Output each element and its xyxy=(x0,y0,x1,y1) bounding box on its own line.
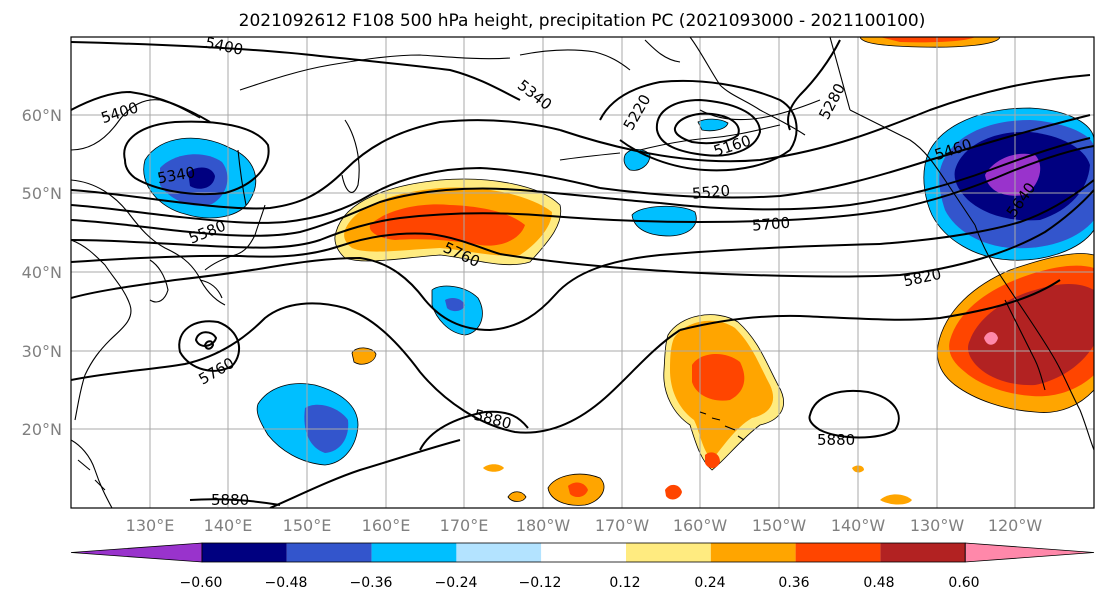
lat-label: 60°N xyxy=(22,106,62,125)
colorbar-tick-label: 0.24 xyxy=(694,575,725,591)
lat-label: 20°N xyxy=(22,420,62,439)
contour-label: 5700 xyxy=(751,214,791,235)
lon-label: 150°E xyxy=(283,516,332,535)
colorbar-cell xyxy=(202,543,287,562)
lon-label: 120°W xyxy=(988,516,1043,535)
lon-label: 150°W xyxy=(752,516,807,535)
colorbar-tick-label: −0.12 xyxy=(519,575,562,591)
lon-label: 160°W xyxy=(673,516,728,535)
colorbar-tick-label: −0.48 xyxy=(265,575,308,591)
colorbar-cell xyxy=(456,543,542,562)
colorbar-tick-label: 0.36 xyxy=(778,575,809,591)
colorbar-tick-label: 0.12 xyxy=(609,575,640,591)
colorbar-cell xyxy=(371,543,457,562)
contour-label: 5520 xyxy=(691,182,731,203)
colorbar-cell xyxy=(880,543,966,562)
contour-label: 5880 xyxy=(817,431,855,449)
lon-label: 170°W xyxy=(595,516,650,535)
colorbar-cell xyxy=(710,543,796,562)
colorbar-outline xyxy=(201,542,966,563)
lon-label: 140°W xyxy=(831,516,886,535)
lon-label: 140°E xyxy=(204,516,253,535)
height-contours xyxy=(71,39,1094,508)
lat-label: 30°N xyxy=(22,342,62,361)
lat-label: 40°N xyxy=(22,263,62,282)
colorbar-cell xyxy=(541,543,626,562)
longitude-labels: 130°E 140°E 150°E 160°E 170°E 180°W 170°… xyxy=(126,516,1043,535)
map-area: 5400 5400 5340 5220 5340 5280 5160 5460 … xyxy=(71,37,1094,509)
colorbar-cell xyxy=(286,543,372,562)
lon-label: 130°W xyxy=(910,516,965,535)
colorbar-cell xyxy=(626,543,711,562)
colorbar-arrow-left xyxy=(70,542,203,563)
colorbar-tick-label: 0.48 xyxy=(863,575,894,591)
map-title: 2021092612 F108 500 hPa height, precipit… xyxy=(239,11,926,31)
lon-label: 180°W xyxy=(516,516,571,535)
latitude-labels: 60°N 50°N 40°N 30°N 20°N xyxy=(22,106,62,439)
colorbar-tick-label: 0.60 xyxy=(948,575,979,591)
contour-label: 5880 xyxy=(211,491,249,509)
colorbar-tick-label: −0.24 xyxy=(435,575,478,591)
lat-label: 50°N xyxy=(22,184,62,203)
colorbar-tick-label: −0.36 xyxy=(350,575,393,591)
lon-label: 130°E xyxy=(126,516,175,535)
colorbar-arrow-right xyxy=(964,542,1095,563)
colorbar: −0.60 −0.48 −0.36 −0.24 −0.12 0.12 0.24 … xyxy=(70,542,1095,591)
lon-label: 160°E xyxy=(362,516,411,535)
precip-shading xyxy=(143,37,1094,506)
lon-label: 170°E xyxy=(440,516,489,535)
colorbar-tick-label: −0.60 xyxy=(180,575,223,591)
colorbar-cell xyxy=(795,543,881,562)
map-frame xyxy=(70,36,1095,509)
